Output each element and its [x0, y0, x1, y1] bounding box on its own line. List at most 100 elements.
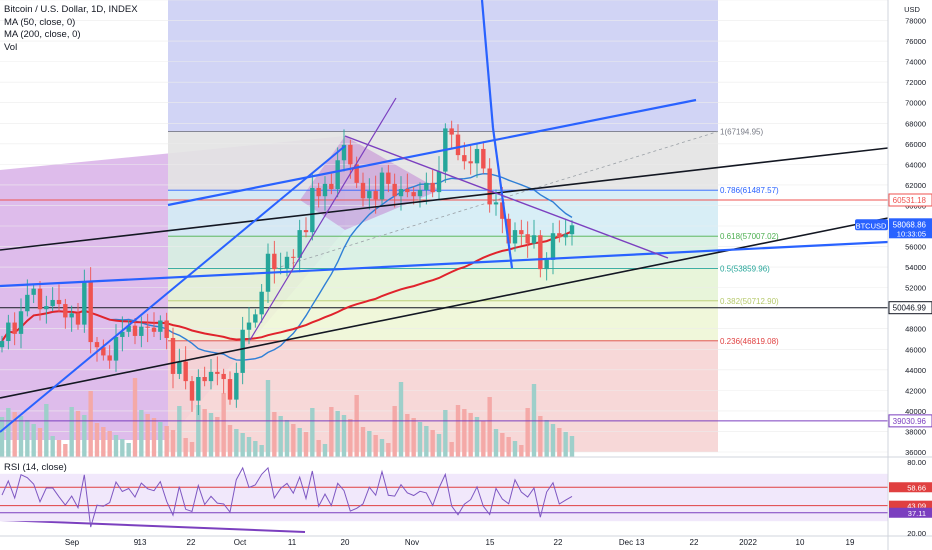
volume-bar [436, 434, 442, 457]
candle-body [487, 168, 492, 205]
candle-body [208, 371, 214, 382]
fib-label-4: 0.382(50712.90) [720, 297, 779, 306]
fib-zone-4 [168, 300, 718, 341]
ma200-legend[interactable]: MA (200, close, 0) [4, 29, 81, 40]
volume-bar [449, 442, 454, 457]
price-tick-44000: 44000 [905, 366, 926, 375]
candle-body [455, 134, 461, 156]
volume-bar [158, 422, 163, 457]
volume-bar [392, 406, 397, 457]
volume-bar [569, 436, 575, 457]
purple-trend [344, 135, 669, 259]
price-tick-56000: 56000 [905, 243, 926, 252]
volume-bar [139, 410, 144, 457]
fibonacci-retracement[interactable]: 1(67194.95) 0.786(61487.57) 0.618(57007.02… [0, 128, 888, 422]
volume-bar [164, 426, 169, 457]
candle-body [506, 218, 511, 244]
volume-bar [189, 442, 195, 457]
rsi-tick-20: 20.00 [907, 529, 926, 538]
date-label-15: 19 [846, 538, 855, 547]
date-label-4: Oct [234, 538, 247, 547]
volume-bar [120, 439, 125, 457]
rsi-legend[interactable]: RSI (14, close) [4, 462, 67, 473]
volume-bar [75, 411, 81, 457]
symbol-title[interactable]: Bitcoin / U.S. Dollar, 1D, INDEX [4, 4, 138, 15]
candle-body [360, 182, 366, 199]
volume-legend[interactable]: Vol [4, 41, 18, 53]
volume-bar [82, 415, 87, 457]
price-tick-54000: 54000 [905, 263, 926, 272]
candle-body [303, 230, 309, 233]
candle-body [75, 313, 81, 325]
candle-body [259, 291, 264, 315]
candle-body [101, 347, 106, 356]
candles [0, 120, 575, 416]
ma200-line [1, 230, 573, 342]
volume-bar [94, 423, 100, 457]
volume-bar [297, 428, 302, 457]
candle-body [272, 253, 277, 270]
volume-bar [215, 417, 220, 457]
volume-bar [525, 408, 530, 457]
volume-bars [0, 378, 575, 457]
symbol-tag [855, 219, 888, 231]
candle-body [310, 187, 315, 233]
date-label-2: 13 [138, 538, 147, 547]
fib-zone-5 [168, 340, 718, 452]
price-tick-46000: 46000 [905, 345, 926, 354]
trend-lines[interactable] [0, 0, 889, 533]
candle-body [563, 234, 568, 238]
symbol-tag-label: BTCUSD [856, 221, 887, 230]
rsi-level-tag-0 [889, 482, 932, 493]
candle-body [468, 161, 473, 164]
candle-body [69, 313, 74, 318]
price-tick-72000: 72000 [905, 78, 926, 87]
date-label-6: 20 [341, 538, 350, 547]
candle-body [411, 192, 416, 197]
candle-body [164, 320, 169, 338]
volume-bar [519, 445, 524, 457]
volume-bar [398, 382, 404, 457]
candle-body [538, 235, 543, 270]
candle-body [398, 189, 404, 197]
rsi-line [1, 466, 573, 528]
volume-bar [101, 427, 106, 457]
candle-body [113, 336, 119, 361]
candle-body [240, 329, 245, 373]
price-axis-bg [888, 0, 932, 550]
volume-bar [405, 414, 410, 457]
candle-body [329, 183, 334, 190]
rsi-level-tag-2 [889, 507, 932, 518]
volume-bar [107, 431, 112, 457]
fib-label-1: 0.786(61487.57) [720, 186, 779, 195]
volume-bar [544, 420, 549, 457]
rsi-level-tag-1 [889, 500, 932, 511]
candle-body [493, 202, 499, 205]
currency-label: USD [904, 5, 920, 14]
date-label-8: 15 [486, 538, 495, 547]
candle-body [196, 377, 201, 401]
volume-bar [538, 416, 543, 457]
rsi-level-label-0: 58.66 [907, 483, 926, 492]
volume-bar [170, 430, 176, 457]
candle-body [569, 225, 575, 235]
volume-bar [278, 416, 283, 457]
fib-label-5: 0.236(46819.08) [720, 337, 779, 346]
volume-bar [208, 413, 214, 457]
volume-bar [367, 431, 372, 457]
last-price-tag [889, 218, 932, 239]
candle-body [424, 182, 429, 191]
ma50-legend[interactable]: MA (50, close, 0) [4, 16, 76, 28]
volume-bar [284, 420, 290, 457]
candle-body [297, 230, 302, 258]
price-mark-label-0: 60531.18 [893, 196, 927, 205]
volume-bar [411, 418, 416, 457]
volume-bar [512, 441, 518, 457]
price-tick-48000: 48000 [905, 325, 926, 334]
volume-bar [335, 411, 340, 457]
projection-zone [168, 0, 718, 132]
black-trend-upper [0, 147, 889, 251]
volume-bar [132, 378, 138, 457]
